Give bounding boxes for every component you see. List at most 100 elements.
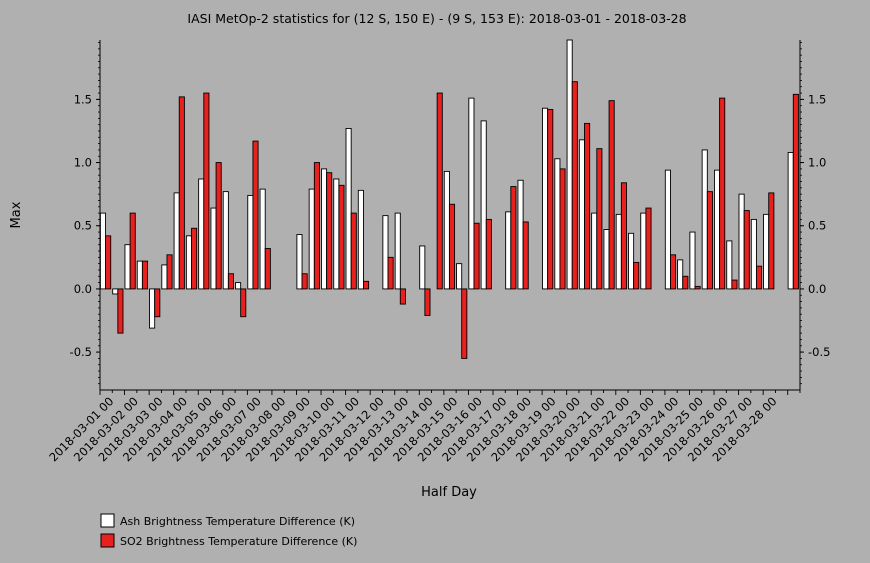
so2-bar-21 bbox=[363, 280, 370, 290]
so2-bar-40 bbox=[596, 148, 603, 290]
so2-bar-52 bbox=[743, 210, 750, 290]
ash-bar-0 bbox=[99, 212, 107, 290]
ash-bar-29 bbox=[456, 263, 463, 290]
ash-bar-3 bbox=[136, 260, 143, 290]
so2-bar-51 bbox=[731, 279, 738, 290]
ash-bar-11 bbox=[235, 282, 242, 290]
ash-bar-12 bbox=[247, 194, 254, 290]
ash-bar-43 bbox=[628, 232, 635, 290]
ash-bar-48 bbox=[689, 231, 696, 290]
so2-bar-11 bbox=[240, 288, 247, 318]
ash-bar-16 bbox=[296, 234, 303, 290]
ash-bar-52 bbox=[738, 193, 745, 290]
so2-bar-29 bbox=[461, 288, 468, 359]
so2-bar-27 bbox=[436, 92, 443, 290]
so2-bar-41 bbox=[608, 100, 615, 290]
ash-bar-26 bbox=[419, 245, 426, 290]
axes-layer bbox=[99, 40, 801, 391]
ash-bar-53 bbox=[750, 218, 757, 290]
so2-bar-20 bbox=[350, 212, 357, 290]
so2-bar-30 bbox=[473, 222, 480, 290]
so2-bar-36 bbox=[547, 109, 554, 290]
so2-bar-18 bbox=[326, 172, 333, 290]
so2-bar-53 bbox=[755, 265, 763, 290]
y-tick-label-left-0: -0.5 bbox=[70, 345, 92, 359]
ash-bar-6 bbox=[173, 192, 180, 290]
so2-bar-48 bbox=[694, 285, 701, 290]
y-tick-label-right-0: -0.5 bbox=[808, 345, 830, 359]
so2-bar-33 bbox=[510, 186, 517, 290]
y-tick-label-left-2: 0.5 bbox=[74, 219, 92, 233]
ash-bar-2 bbox=[124, 244, 131, 290]
ash-bar-37 bbox=[554, 158, 561, 290]
so2-bar-44 bbox=[645, 207, 652, 290]
ash-bar-38 bbox=[566, 39, 573, 290]
so2-bar-5 bbox=[166, 254, 173, 290]
so2-bar-9 bbox=[215, 162, 222, 290]
ash-bar-7 bbox=[185, 235, 192, 290]
so2-bar-37 bbox=[559, 168, 566, 290]
ash-bar-20 bbox=[345, 127, 352, 290]
ash-bar-9 bbox=[210, 207, 217, 290]
so2-bar-0 bbox=[105, 235, 112, 290]
ash-bar-33 bbox=[505, 211, 512, 290]
so2-bar-42 bbox=[620, 182, 627, 290]
ash-bar-8 bbox=[198, 178, 205, 290]
legend: Ash Brightness Temperature Difference (K… bbox=[100, 513, 357, 548]
y-tick-label-left-1: 0.0 bbox=[74, 282, 92, 296]
ash-bar-21 bbox=[357, 189, 364, 290]
so2-bar-43 bbox=[633, 261, 640, 290]
ash-bar-54 bbox=[763, 213, 770, 290]
so2-bar-38 bbox=[571, 81, 578, 290]
so2-bar-28 bbox=[448, 203, 456, 290]
so2-bar-1 bbox=[117, 288, 124, 334]
chart-title: IASI MetOp-2 statistics for (12 S, 150 E… bbox=[187, 11, 686, 26]
so2-bar-26 bbox=[424, 288, 431, 316]
ash-bar-17 bbox=[308, 188, 315, 290]
so2-bar-3 bbox=[141, 260, 149, 290]
ash-bar-34 bbox=[517, 179, 524, 290]
so2-bar-24 bbox=[399, 288, 406, 305]
legend-swatch-ash bbox=[100, 513, 115, 528]
so2-bar-2 bbox=[129, 212, 136, 290]
ash-bar-18 bbox=[321, 168, 328, 290]
ash-bar-50 bbox=[713, 169, 721, 290]
so2-bar-13 bbox=[264, 248, 271, 290]
legend-label-ash: Ash Brightness Temperature Difference (K… bbox=[120, 515, 355, 528]
ash-bar-10 bbox=[222, 191, 229, 290]
ash-bar-46 bbox=[664, 169, 671, 290]
y-axis-title: Max bbox=[9, 201, 24, 228]
so2-bar-31 bbox=[485, 218, 492, 290]
y-tick-label-right-1: 0.0 bbox=[808, 282, 826, 296]
ash-bar-5 bbox=[161, 264, 168, 290]
legend-label-so2: SO2 Brightness Temperature Difference (K… bbox=[120, 535, 357, 548]
y-tick-label-right-3: 1.0 bbox=[808, 156, 826, 170]
so2-bar-46 bbox=[670, 254, 677, 290]
ash-bar-40 bbox=[591, 212, 598, 290]
ash-bar-39 bbox=[578, 139, 585, 290]
ash-bar-36 bbox=[542, 107, 549, 290]
ash-bar-42 bbox=[615, 213, 622, 290]
ash-bar-19 bbox=[333, 178, 340, 290]
so2-bar-49 bbox=[706, 191, 713, 290]
y-tick-label-right-2: 0.5 bbox=[808, 219, 826, 233]
ash-bar-31 bbox=[480, 120, 487, 290]
ash-bar-28 bbox=[443, 170, 450, 290]
ash-bar-1 bbox=[112, 288, 119, 295]
ash-bar-30 bbox=[468, 97, 475, 290]
ash-bar-56 bbox=[787, 151, 794, 290]
so2-bar-8 bbox=[203, 92, 210, 290]
so2-bar-4 bbox=[154, 288, 161, 318]
y-tick-label-left-4: 1.5 bbox=[74, 92, 92, 106]
so2-bar-19 bbox=[338, 184, 345, 290]
ash-bar-49 bbox=[701, 149, 708, 290]
so2-bar-16 bbox=[301, 273, 308, 290]
ash-bar-23 bbox=[382, 215, 389, 290]
bars-layer bbox=[99, 39, 799, 359]
so2-bar-7 bbox=[191, 227, 198, 290]
so2-bar-47 bbox=[682, 275, 689, 290]
y-tick-label-left-3: 1.0 bbox=[74, 156, 92, 170]
so2-bar-34 bbox=[522, 221, 529, 290]
